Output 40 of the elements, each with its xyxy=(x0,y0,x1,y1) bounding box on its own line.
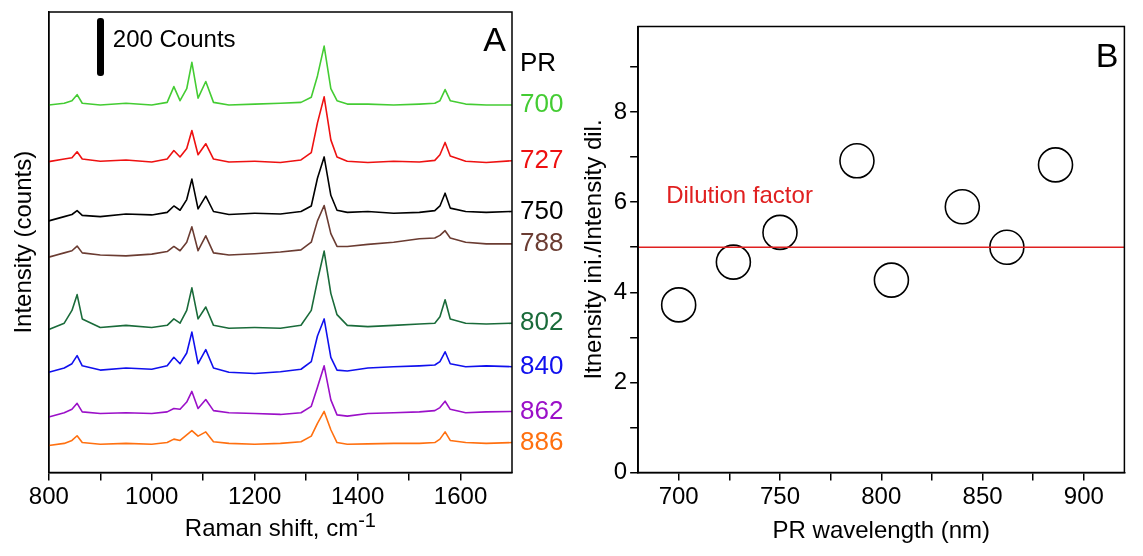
x-tick-label: 700 xyxy=(658,482,699,510)
annotation: 200 Counts xyxy=(112,24,236,52)
x-tick-label: 800 xyxy=(28,482,69,510)
y-axis-title: Itnensity ini./Intensity dil. xyxy=(579,119,607,380)
y-tick-label: 0 xyxy=(613,457,628,485)
x-tick-label: 1600 xyxy=(433,482,488,510)
ref-line-label: Dilution factor xyxy=(666,181,813,209)
series-label: 886 xyxy=(520,425,564,456)
series-label: 802 xyxy=(520,306,564,337)
point xyxy=(1037,147,1074,183)
annotation: A xyxy=(483,20,507,59)
y-axis-title: Intensity (counts) xyxy=(9,150,37,334)
series-label: 727 xyxy=(520,143,564,174)
point xyxy=(944,188,981,225)
x-tick-label: 1200 xyxy=(227,482,282,510)
x-tick-label: 1400 xyxy=(330,482,385,510)
x-axis-title: PR wavelength (nm) xyxy=(772,516,990,544)
series-label: 862 xyxy=(520,394,564,425)
x-tick-label: 800 xyxy=(861,482,902,510)
x-tick-label: 900 xyxy=(1063,482,1104,510)
x-axis-title: Raman shift, cm$^{-1}$ xyxy=(184,509,376,541)
x-tick-label: 1000 xyxy=(125,482,179,510)
y-tick-label: 8 xyxy=(613,96,628,124)
legend-title: PR xyxy=(520,47,557,78)
annotation: B xyxy=(1095,35,1119,74)
point xyxy=(989,229,1025,266)
point xyxy=(873,262,910,298)
point xyxy=(839,142,875,179)
series-label: 700 xyxy=(520,88,564,119)
y-tick-label: 4 xyxy=(613,276,628,304)
x-tick-label: 750 xyxy=(759,482,800,510)
point xyxy=(715,244,752,280)
point xyxy=(660,287,697,323)
y-tick-label: 6 xyxy=(613,186,628,214)
point xyxy=(762,214,798,251)
y-tick-label: 2 xyxy=(613,366,628,394)
x-tick-label: 850 xyxy=(962,482,1003,510)
series-label: 750 xyxy=(520,194,564,225)
series-label: 840 xyxy=(520,349,564,380)
series-label: 788 xyxy=(520,227,564,258)
